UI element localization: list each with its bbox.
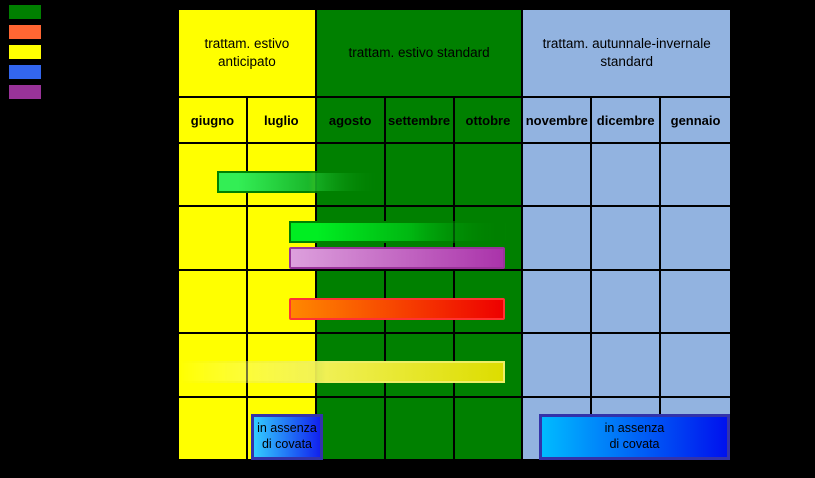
cell-r1-dicembre[interactable] bbox=[592, 144, 662, 206]
covata-box-label: in assenza di covata bbox=[257, 421, 317, 452]
cell-r3-dicembre[interactable] bbox=[592, 270, 662, 333]
cell-r1-ottobre[interactable] bbox=[454, 144, 524, 206]
calendar-body: in assenza di covata in assenza di covata bbox=[179, 144, 730, 462]
group-header-cell-2: trattam. autunnale-invernale standard bbox=[523, 10, 730, 98]
month-header-luglio: luglio bbox=[247, 98, 317, 144]
cell-r2-giugno[interactable] bbox=[179, 207, 248, 269]
group-header-label: trattam. autunnale-invernale standard bbox=[542, 35, 711, 69]
month-label: ottobre bbox=[465, 112, 511, 128]
group-header-label: trattam. estivo anticipato bbox=[204, 35, 290, 69]
legend-swatch-blue bbox=[8, 64, 42, 80]
cell-r2-ottobre[interactable] bbox=[454, 207, 524, 269]
cell-r5-ottobre[interactable] bbox=[454, 397, 524, 460]
cell-r4-novembre[interactable] bbox=[523, 334, 593, 396]
group-header-label: trattam. estivo standard bbox=[348, 44, 490, 60]
month-header-ottobre: ottobre bbox=[454, 98, 524, 144]
covata-box-inverno[interactable]: in assenza di covata bbox=[539, 413, 730, 460]
month-header-novembre: novembre bbox=[523, 98, 593, 144]
calendar-row-2 bbox=[179, 207, 730, 271]
cell-r1-gennaio[interactable] bbox=[661, 144, 730, 206]
covata-box-luglio[interactable]: in assenza di covata bbox=[251, 413, 323, 460]
cell-r4-settembre[interactable] bbox=[385, 334, 455, 396]
month-header-giugno: giugno bbox=[179, 98, 248, 144]
covata-label-line2: di covata bbox=[261, 436, 312, 451]
cell-r4-giugno[interactable] bbox=[179, 334, 248, 396]
cell-r3-luglio[interactable] bbox=[247, 270, 317, 333]
covata-label-line1: in assenza bbox=[257, 420, 317, 435]
month-label: gennaio bbox=[670, 112, 721, 128]
covata-box-label: in assenza di covata bbox=[605, 421, 665, 452]
month-label: agosto bbox=[328, 112, 372, 128]
calendar-row-1 bbox=[179, 144, 730, 208]
month-header-settembre: settembre bbox=[385, 98, 455, 144]
cell-r3-ottobre[interactable] bbox=[454, 270, 524, 333]
cell-r1-novembre[interactable] bbox=[523, 144, 593, 206]
cell-r3-gennaio[interactable] bbox=[661, 270, 730, 333]
group-header-cell-1: trattam. estivo standard bbox=[316, 10, 524, 98]
cell-r2-luglio[interactable] bbox=[247, 207, 317, 269]
month-label: settembre bbox=[387, 112, 451, 128]
calendar-row-3 bbox=[179, 270, 730, 335]
month-label: novembre bbox=[525, 112, 588, 128]
month-label: luglio bbox=[263, 112, 299, 128]
cell-r2-novembre[interactable] bbox=[523, 207, 593, 269]
covata-label-line1: in assenza bbox=[604, 420, 665, 435]
cell-r4-dicembre[interactable] bbox=[592, 334, 662, 396]
cell-r3-settembre[interactable] bbox=[385, 270, 455, 333]
cell-r5-giugno[interactable] bbox=[179, 397, 248, 460]
calendar-row-4 bbox=[179, 334, 730, 398]
legend bbox=[8, 4, 48, 104]
month-header-row: giugno luglio agosto settembre ottobre novemb… bbox=[179, 98, 730, 144]
group-header-cell-0: trattam. estivo anticipato bbox=[179, 10, 317, 98]
legend-swatch-orange bbox=[8, 24, 42, 40]
cell-r1-agosto[interactable] bbox=[316, 144, 386, 206]
cell-r4-ottobre[interactable] bbox=[454, 334, 524, 396]
cell-r2-agosto[interactable] bbox=[316, 207, 386, 269]
cell-r3-agosto[interactable] bbox=[316, 270, 386, 333]
cell-r4-luglio[interactable] bbox=[247, 334, 317, 396]
month-header-agosto: agosto bbox=[316, 98, 386, 144]
cell-r5-settembre[interactable] bbox=[385, 397, 455, 460]
month-header-gennaio: gennaio bbox=[661, 98, 730, 144]
cell-r4-gennaio[interactable] bbox=[661, 334, 730, 396]
legend-swatch-yellow bbox=[8, 44, 42, 60]
cell-r1-settembre[interactable] bbox=[385, 144, 455, 206]
month-label: dicembre bbox=[596, 112, 655, 128]
cell-r2-dicembre[interactable] bbox=[592, 207, 662, 269]
treatment-calendar-table: trattam. estivo anticipato trattam. estiv… bbox=[177, 8, 732, 463]
covata-label-line2: di covata bbox=[609, 436, 660, 451]
cell-r3-giugno[interactable] bbox=[179, 270, 248, 333]
month-label: giugno bbox=[190, 112, 235, 128]
cell-r2-settembre[interactable] bbox=[385, 207, 455, 269]
group-header-row: trattam. estivo anticipato trattam. estiv… bbox=[179, 10, 730, 98]
legend-swatch-green bbox=[8, 4, 42, 20]
cell-r1-luglio[interactable] bbox=[247, 144, 317, 206]
cell-r5-agosto[interactable] bbox=[316, 397, 386, 460]
cell-r3-novembre[interactable] bbox=[523, 270, 593, 333]
month-header-dicembre: dicembre bbox=[592, 98, 662, 144]
cell-r2-gennaio[interactable] bbox=[661, 207, 730, 269]
cell-r1-giugno[interactable] bbox=[179, 144, 248, 206]
cell-r4-agosto[interactable] bbox=[316, 334, 386, 396]
legend-swatch-purple bbox=[8, 84, 42, 100]
